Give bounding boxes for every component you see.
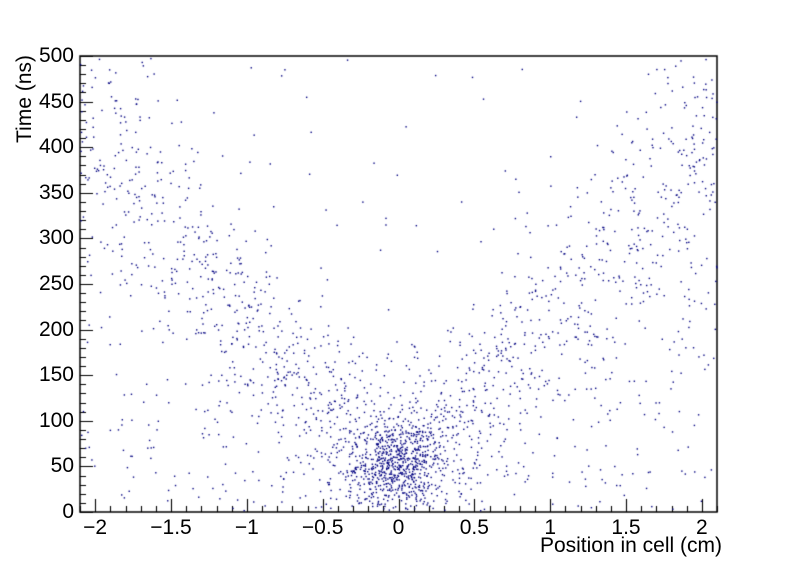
y-tick-label: 100 (38, 408, 74, 432)
y-tick-label: 250 (38, 272, 74, 295)
y-tick-label: 150 (38, 363, 74, 387)
x-tick-label: 2 (695, 516, 708, 539)
x-tick-label: −0.5 (301, 516, 344, 539)
y-tick-label: 50 (50, 454, 74, 478)
y-tick-label: 0 (62, 500, 74, 523)
x-tick-label: −1 (234, 516, 259, 539)
x-tick-label: −1.5 (150, 516, 192, 539)
y-tick-label: 200 (38, 317, 74, 341)
x-tick-label: 1.5 (611, 516, 641, 539)
y-tick-label: 450 (38, 89, 74, 113)
y-tick-label: 350 (38, 180, 74, 204)
x-tick-label: −2 (83, 516, 108, 539)
x-axis-title: Position in cell (cm) (539, 534, 722, 557)
y-tick-label: 500 (38, 44, 74, 67)
y-tick-label: 300 (38, 226, 74, 250)
y-tick-label: 400 (38, 135, 74, 159)
x-tick-label: 0 (392, 516, 405, 539)
x-tick-label: 0.5 (459, 516, 489, 539)
x-tick-label: 1 (544, 516, 556, 539)
